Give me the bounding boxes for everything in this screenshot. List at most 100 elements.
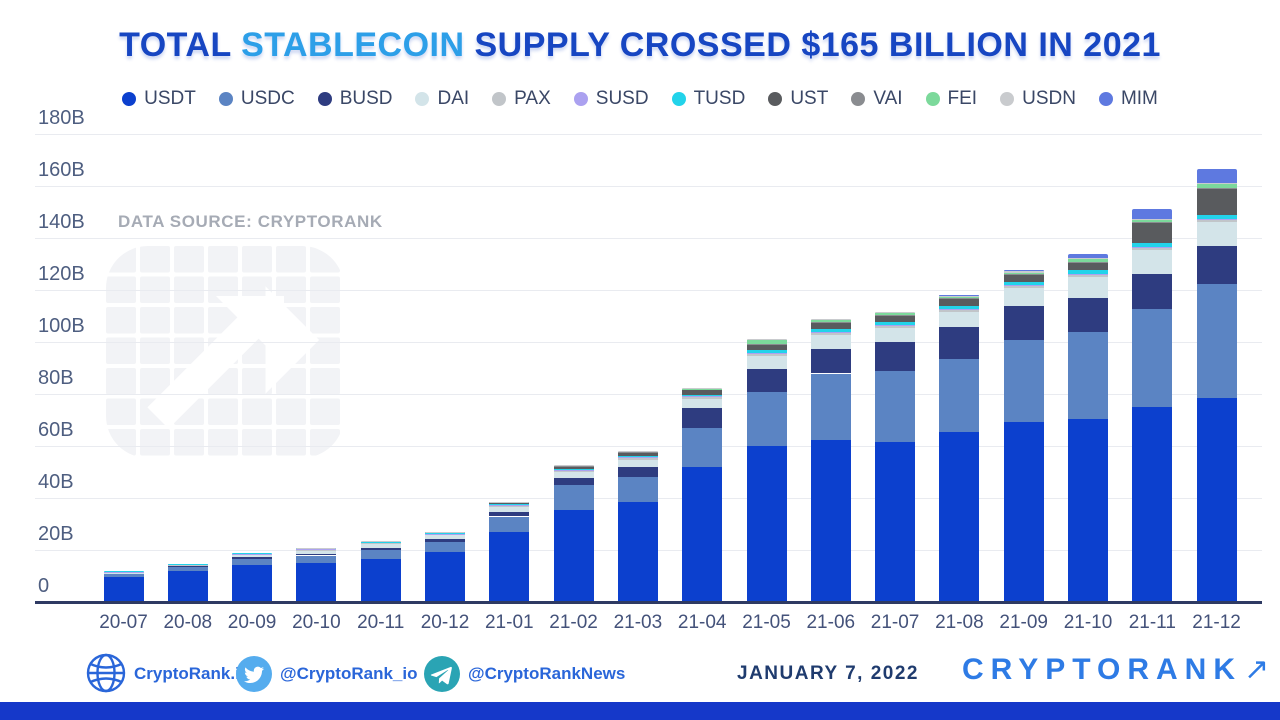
y-axis-tick-160B: 160B — [38, 159, 85, 181]
legend-item-mim[interactable]: MIM — [1098, 88, 1158, 110]
bar-segment-usdc-20-11 — [360, 550, 401, 559]
legend-dot-susd — [573, 92, 588, 106]
data-source-note: DATA SOURCE: CRYPTORANK — [118, 212, 383, 231]
gridline-180B — [35, 134, 1262, 135]
x-axis-tick-20-10: 20-10 — [292, 612, 341, 633]
x-axis-tick-21-07: 21-07 — [870, 612, 920, 633]
x-axis-tick-21-03: 21-03 — [613, 612, 663, 633]
bar-segment-ust-21-05 — [746, 344, 787, 350]
bar-segment-pax-21-12 — [1196, 219, 1237, 222]
bar-segment-usdc-21-05 — [746, 391, 787, 447]
legend-item-pax[interactable]: PAX — [492, 88, 551, 110]
twitter-icon[interactable] — [236, 656, 272, 692]
bar-segment-usdt-21-06 — [810, 439, 851, 601]
bar-segment-fei-21-07 — [875, 312, 916, 315]
bar-segment-mim-21-11 — [1132, 208, 1173, 219]
bar-segment-fei-21-08 — [939, 296, 980, 299]
bar-segment-susd-21-02 — [553, 469, 594, 471]
bar-segment-vai-21-12 — [1196, 188, 1237, 189]
legend-item-usdc[interactable]: USDC — [218, 88, 295, 110]
bar-segment-usdc-21-06 — [810, 373, 851, 440]
legend-dot-dai — [415, 92, 430, 106]
bar-segment-busd-21-08 — [939, 327, 980, 360]
bar-segment-susd-21-03 — [617, 456, 658, 458]
bar-segment-usdn-21-05 — [746, 338, 787, 341]
bar-segment-usdt-21-12 — [1196, 398, 1237, 601]
bar-segment-tusd-20-09 — [232, 552, 273, 554]
bar-segment-tusd-21-04 — [682, 394, 723, 396]
legend-dot-usdn — [1000, 92, 1015, 106]
bar-segment-vai-21-04 — [682, 389, 723, 391]
gridline-80B — [35, 394, 1262, 395]
brand-text: CRYPTORANK — [962, 653, 1243, 686]
bar-segment-tusd-21-06 — [810, 328, 851, 333]
bar-segment-busd-21-04 — [682, 407, 723, 429]
x-axis-tick-21-09: 21-09 — [999, 612, 1048, 633]
bar-segment-vai-21-05 — [746, 343, 787, 345]
x-axis-tick-21-04: 21-04 — [677, 612, 727, 633]
bar-segment-tusd-21-12 — [1196, 214, 1237, 220]
bar-segment-usdn-21-11 — [1132, 218, 1173, 221]
twitter-handle[interactable]: @CryptoRank_io — [280, 664, 418, 683]
legend-item-vai[interactable]: VAI — [851, 88, 903, 110]
telegram-icon[interactable] — [424, 656, 460, 692]
bar-segment-usdc-20-08 — [167, 567, 208, 572]
x-axis-tick-21-10: 21-10 — [1063, 612, 1113, 633]
legend-item-susd[interactable]: SUSD — [573, 88, 649, 110]
bar-segment-fei-21-09 — [1003, 272, 1044, 274]
site-link[interactable]: CryptoRank.io — [134, 664, 251, 683]
bar-segment-usdc-21-01 — [489, 516, 530, 533]
globe-icon — [86, 653, 126, 693]
bar-segment-dai-20-07 — [103, 572, 144, 574]
bar-segment-tusd-21-11 — [1132, 243, 1173, 248]
x-axis-tick-21-12: 21-12 — [1192, 612, 1241, 633]
legend-label-busd: BUSD — [339, 88, 393, 109]
bar-segment-susd-21-05 — [746, 353, 787, 354]
bar-segment-busd-20-07 — [103, 573, 144, 574]
bar-segment-usdn-21-09 — [1003, 271, 1044, 273]
legend-item-fei[interactable]: FEI — [925, 88, 978, 110]
bar-segment-vai-21-01 — [489, 502, 530, 503]
legend-item-busd[interactable]: BUSD — [317, 88, 393, 110]
cryptorank-brand: CRYPTORANK↗ — [962, 652, 1269, 687]
legend-label-pax: PAX — [514, 88, 551, 109]
bar-segment-busd-21-06 — [810, 348, 851, 374]
legend-label-fei: FEI — [947, 88, 978, 109]
bar-segment-ust-21-10 — [1068, 262, 1108, 271]
bar-segment-tusd-21-08 — [939, 305, 980, 309]
legend-item-dai[interactable]: DAI — [415, 88, 469, 110]
legend-item-ust[interactable]: UST — [768, 88, 828, 110]
bar-segment-dai-21-05 — [746, 356, 787, 369]
legend-label-usdt: USDT — [144, 88, 196, 109]
bar-segment-dai-21-07 — [875, 328, 916, 343]
y-axis-tick-120B: 120B — [38, 263, 85, 285]
page-title: TOTAL STABLECOIN SUPPLY CROSSED $165 BIL… — [0, 26, 1280, 65]
legend-item-usdn[interactable]: USDN — [1000, 88, 1076, 110]
bar-segment-usdt-20-11 — [360, 558, 401, 601]
bar-segment-ust-20-12 — [425, 532, 465, 533]
bar-segment-usdt-20-12 — [425, 551, 465, 601]
bar-segment-dai-21-02 — [553, 472, 594, 478]
bar-segment-pax-21-07 — [875, 325, 916, 328]
bar-segment-fei-21-05 — [746, 340, 787, 344]
bar-segment-ust-21-09 — [1003, 274, 1044, 282]
bar-segment-dai-20-10 — [296, 550, 337, 554]
x-axis-tick-21-11: 21-11 — [1128, 612, 1176, 633]
bar-segment-ust-21-11 — [1132, 222, 1173, 244]
x-axis-tick-20-08: 20-08 — [163, 612, 213, 633]
y-axis-tick-60B: 60B — [38, 419, 74, 441]
bar-segment-pax-21-08 — [939, 309, 980, 312]
telegram-handle[interactable]: @CryptoRankNews — [468, 664, 626, 683]
legend-item-tusd[interactable]: TUSD — [671, 88, 745, 110]
y-axis-tick-180B: 180B — [38, 107, 85, 129]
bar-segment-usdn-21-02 — [553, 465, 594, 466]
gridline-140B — [35, 238, 1262, 239]
bar-segment-tusd-21-09 — [1003, 281, 1044, 286]
legend-item-usdt[interactable]: USDT — [122, 88, 196, 110]
y-axis-tick-40B: 40B — [38, 471, 74, 493]
bar-segment-mim-21-10 — [1068, 253, 1108, 258]
bar-segment-tusd-20-08 — [167, 563, 208, 565]
bar-segment-vai-21-11 — [1132, 222, 1173, 223]
